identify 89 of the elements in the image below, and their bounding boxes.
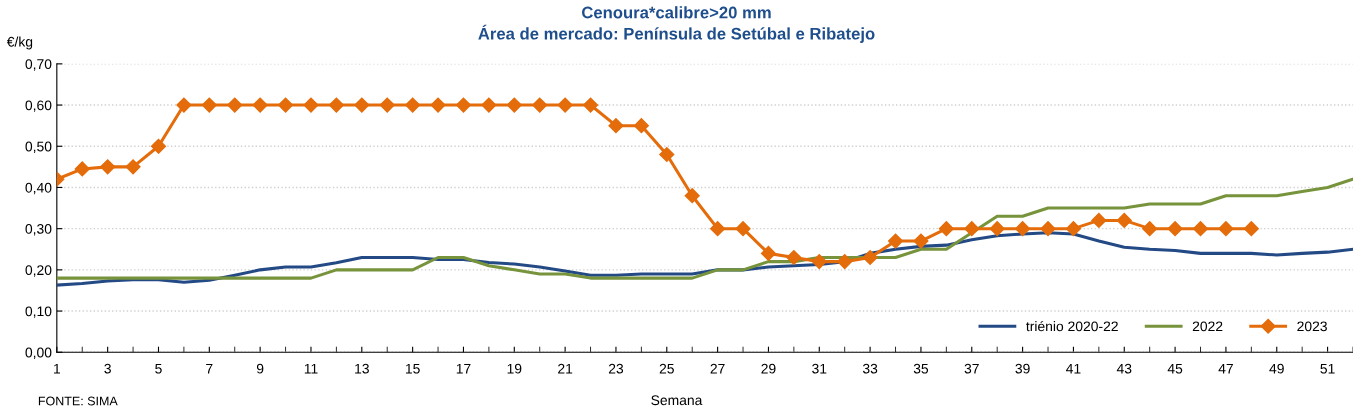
y-axis-title: €/kg bbox=[6, 36, 33, 50]
point bbox=[811, 254, 827, 270]
legend-label: 2023 bbox=[1297, 321, 1327, 332]
legend-label: 2022 bbox=[1192, 321, 1223, 332]
point bbox=[735, 221, 751, 237]
x-tick-label: 49 bbox=[1269, 363, 1284, 374]
x-tick-label: 19 bbox=[507, 363, 522, 374]
x-tick-label: 13 bbox=[355, 363, 369, 374]
x-tick-label: 39 bbox=[1015, 363, 1030, 374]
line-series bbox=[56, 177, 1353, 280]
point bbox=[760, 245, 777, 261]
point bbox=[430, 97, 446, 113]
x-tick-label: 17 bbox=[456, 363, 471, 374]
point bbox=[252, 97, 268, 113]
legend-label: triénio 2020-22 bbox=[1026, 320, 1118, 332]
x-tick-label: 21 bbox=[558, 363, 573, 374]
point bbox=[74, 161, 90, 177]
point bbox=[354, 97, 370, 113]
point bbox=[1040, 221, 1056, 237]
x-tick-label: 5 bbox=[155, 363, 162, 374]
y-tick-label: 0,10 bbox=[25, 306, 52, 318]
point bbox=[455, 97, 472, 113]
point bbox=[379, 97, 395, 113]
point bbox=[710, 221, 726, 237]
x-tick-label: 11 bbox=[304, 363, 318, 374]
x-tick-label: 27 bbox=[710, 363, 725, 374]
point bbox=[303, 97, 319, 113]
x-tick-label: 43 bbox=[1116, 363, 1132, 374]
point bbox=[989, 221, 1005, 237]
x-tick-label: 45 bbox=[1167, 363, 1183, 374]
x-axis-title: Semana bbox=[651, 395, 703, 406]
y-tick-label: 0,20 bbox=[25, 265, 52, 277]
point bbox=[277, 97, 294, 113]
x-tick-label: 3 bbox=[104, 363, 111, 374]
x-tick-label: 51 bbox=[1320, 363, 1335, 374]
point bbox=[1167, 221, 1183, 237]
point bbox=[913, 233, 929, 249]
x-tick-label: 29 bbox=[761, 363, 776, 374]
point bbox=[938, 221, 954, 237]
x-tick-label: 35 bbox=[913, 363, 929, 374]
x-tick-label: 47 bbox=[1218, 363, 1233, 374]
point bbox=[150, 138, 167, 154]
point bbox=[964, 221, 980, 237]
point bbox=[1015, 221, 1031, 237]
point bbox=[1243, 221, 1259, 237]
point bbox=[405, 97, 421, 113]
y-tick-label: 0,00 bbox=[25, 347, 52, 360]
x-tick-label: 37 bbox=[964, 363, 979, 374]
y-tick-label: 0,50 bbox=[25, 141, 52, 154]
y-tick-label: 0,60 bbox=[25, 100, 52, 112]
point bbox=[125, 159, 141, 175]
source-note: FONTE: SIMA bbox=[38, 396, 118, 406]
point bbox=[328, 97, 344, 113]
y-tick-label: 0,40 bbox=[25, 182, 52, 195]
x-tick-label: 23 bbox=[608, 363, 624, 374]
point bbox=[481, 97, 497, 113]
chart-title: Cenoura*calibre>20 mm Área de mercado: Península de Setúbal e Ribatejo bbox=[478, 6, 875, 43]
x-tick-label: 1 bbox=[54, 363, 61, 374]
point bbox=[684, 188, 700, 204]
point bbox=[176, 97, 192, 113]
y-tick-label: 0,70 bbox=[25, 59, 52, 71]
x-tick-label: 31 bbox=[812, 363, 827, 374]
point bbox=[1192, 221, 1209, 237]
point bbox=[227, 97, 243, 113]
point bbox=[1065, 221, 1082, 237]
point bbox=[582, 97, 599, 113]
x-tick-label: 25 bbox=[659, 363, 674, 374]
y-tick-label: 0,30 bbox=[25, 223, 52, 236]
x-tick-label: 7 bbox=[206, 363, 213, 374]
point bbox=[837, 254, 853, 270]
point bbox=[1142, 221, 1158, 237]
point bbox=[1218, 221, 1234, 237]
point bbox=[786, 249, 802, 266]
point bbox=[887, 233, 904, 249]
x-tick-label: 33 bbox=[862, 363, 878, 374]
point bbox=[862, 249, 878, 266]
point bbox=[1116, 212, 1132, 228]
point bbox=[506, 97, 522, 113]
point bbox=[201, 97, 217, 113]
point bbox=[100, 159, 116, 175]
point bbox=[633, 118, 649, 134]
x-tick-label: 41 bbox=[1066, 363, 1081, 374]
point bbox=[608, 118, 624, 134]
x-tick-label: 15 bbox=[405, 363, 420, 374]
point bbox=[532, 97, 548, 113]
point bbox=[1091, 212, 1107, 228]
x-tick-label: 9 bbox=[256, 363, 264, 374]
point bbox=[659, 146, 675, 163]
point bbox=[557, 97, 573, 113]
